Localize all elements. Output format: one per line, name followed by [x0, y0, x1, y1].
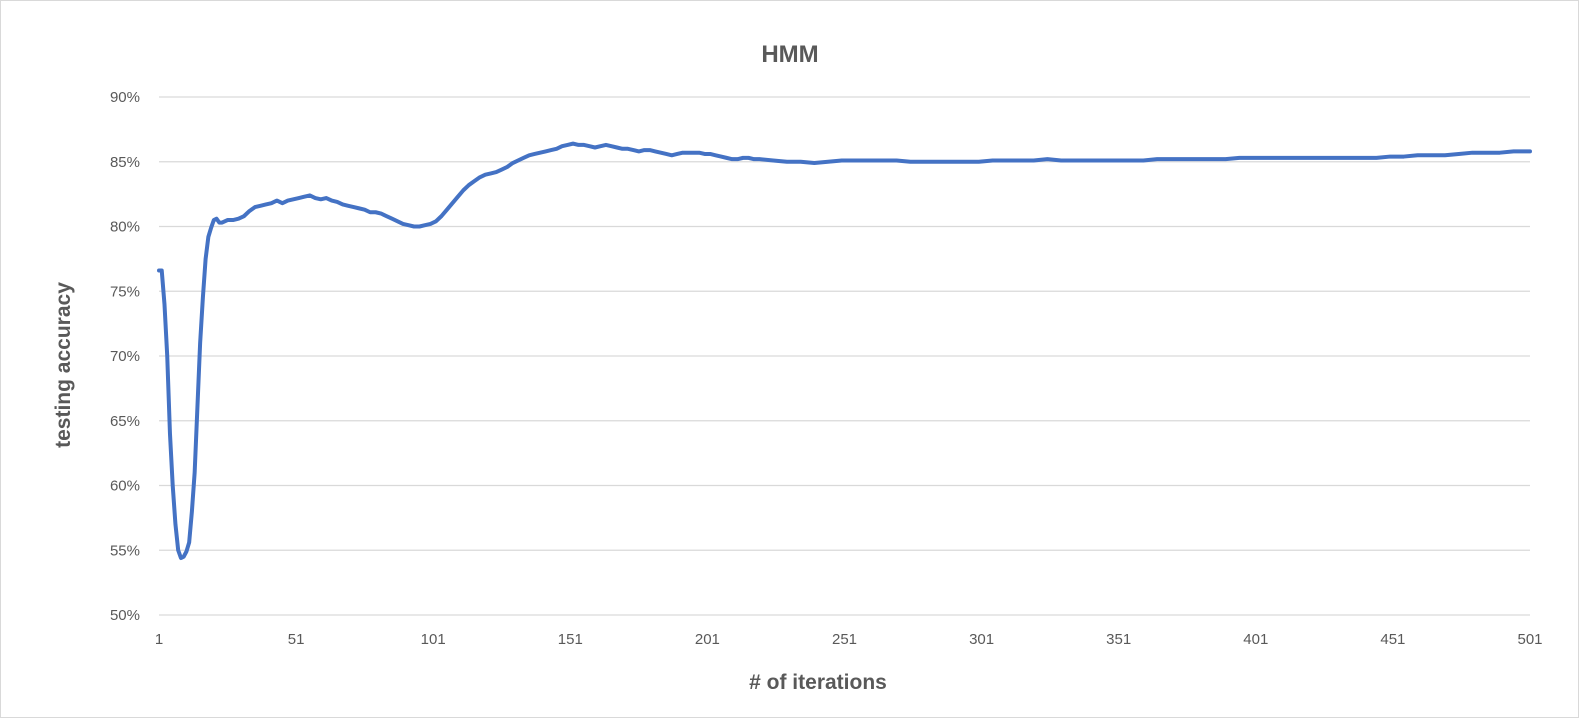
x-tick-label: 51	[288, 631, 305, 648]
x-tick-label: 401	[1243, 631, 1268, 648]
x-tick-label: 1	[155, 631, 163, 648]
series-line	[157, 141, 1532, 561]
y-tick-label: 70%	[110, 348, 140, 365]
y-tick-label: 65%	[110, 413, 140, 430]
y-tick-label: 50%	[110, 607, 140, 624]
chart-title: HMM	[761, 41, 818, 68]
x-axis-title: # of iterations	[749, 671, 887, 694]
x-tick-label: 501	[1517, 631, 1542, 648]
x-axis-ticks: 1 51 101 151 201 251 301 351 401 451 501	[155, 631, 1543, 648]
y-tick-label: 60%	[110, 478, 140, 495]
y-axis-ticks: 50% 55% 60% 65% 70% 75% 80% 85% 90%	[110, 89, 140, 624]
y-tick-label: 75%	[110, 283, 140, 300]
y-tick-label: 85%	[110, 154, 140, 171]
x-tick-label: 351	[1106, 631, 1131, 648]
x-tick-label: 251	[832, 631, 857, 648]
y-tick-label: 55%	[110, 542, 140, 559]
y-tick-label: 90%	[110, 89, 140, 106]
series-layer	[157, 141, 1532, 561]
x-tick-label: 201	[695, 631, 720, 648]
y-axis-title: testing accuracy	[52, 282, 75, 448]
gridlines	[159, 96, 1530, 616]
x-tick-label: 151	[558, 631, 583, 648]
y-tick-label: 80%	[110, 219, 140, 236]
x-tick-label: 301	[969, 631, 994, 648]
x-tick-label: 451	[1380, 631, 1405, 648]
x-tick-label: 101	[421, 631, 446, 648]
